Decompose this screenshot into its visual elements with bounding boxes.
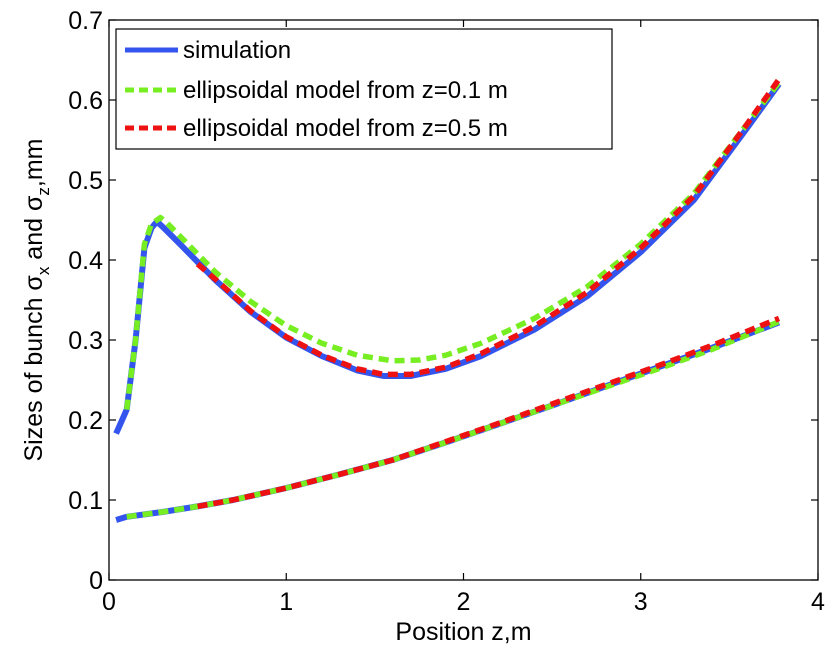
series-line-model-z05-sigma-z: [197, 315, 781, 510]
legend-box: [115, 28, 613, 150]
x-axis-ticks: 0 1 2 3 4: [102, 20, 825, 616]
y-axis-label-sigma-z: σ: [20, 195, 48, 211]
y-axis-label-sub-z: z: [34, 187, 53, 196]
x-tick-label: 4: [811, 588, 825, 616]
y-tick-label: 0.7: [68, 7, 103, 35]
y-tick-label: 0: [89, 567, 103, 595]
y-tick-label: 0.5: [68, 167, 103, 195]
legend-label-model-z05: ellipsoidal model from z=0.5 m: [183, 115, 508, 142]
y-tick-label: 0.4: [68, 247, 103, 275]
y-axis-label-mid: and: [20, 211, 48, 267]
legend-label-model-z01: ellipsoidal model from z=0.1 m: [183, 77, 508, 104]
y-tick-label: 0.6: [68, 87, 103, 115]
y-axis-ticks: 0 0.1 0.2 0.3 0.4 0.5 0.6 0.7: [68, 7, 818, 595]
y-axis-label: Sizes of bunch σx and σz,mm: [20, 138, 53, 461]
series-line-model-z05-sigma-x: [195, 77, 782, 378]
y-axis-label-sigma-x: σ: [20, 275, 48, 291]
legend-label-simulation: simulation: [183, 37, 291, 64]
y-tick-label: 0.3: [68, 327, 103, 355]
y-axis-label-prefix: Sizes of bunch: [20, 291, 48, 462]
y-tick-label: 0.1: [68, 487, 103, 515]
x-tick-label: 2: [457, 588, 471, 616]
y-axis-label-sub-x: x: [34, 266, 53, 275]
x-tick-label: 3: [634, 588, 648, 616]
x-axis-label: Position z,m: [395, 618, 531, 646]
series-layer: [113, 77, 782, 523]
y-axis-label-suffix: ,mm: [20, 138, 48, 187]
x-tick-label: 0: [102, 588, 116, 616]
series-line-model-z01-sigma-x: [123, 80, 782, 410]
legend: simulation ellipsoidal model from z=0.1 …: [115, 28, 613, 150]
y-tick-label: 0.2: [68, 407, 103, 435]
x-tick-label: 1: [279, 588, 293, 616]
